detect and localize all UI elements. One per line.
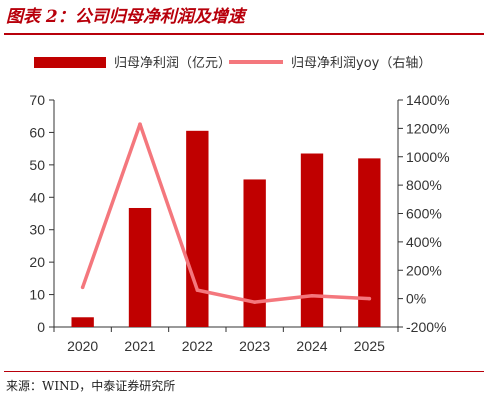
- yoy-point: [252, 300, 257, 304]
- bar: [300, 153, 324, 327]
- left-tick-label: 60: [29, 124, 45, 140]
- left-tick-label: 30: [29, 222, 45, 238]
- left-tick-label: 70: [29, 92, 45, 108]
- tick-labels: 0 10 20 30 40 50 60 70 -200% 0% 200% 400% 600% 800% 10…: [29, 92, 449, 354]
- right-tick-label: 1200%: [406, 120, 450, 136]
- bar-series: [71, 130, 381, 327]
- x-tick-label: 2020: [67, 338, 98, 354]
- footer-divider: [4, 371, 484, 372]
- x-tick-label: 2025: [354, 338, 385, 354]
- chart-title: 图表 2：公司归母净利润及增速: [6, 7, 245, 27]
- bar: [358, 158, 381, 327]
- left-tick-label: 20: [29, 254, 45, 270]
- yoy-line: [80, 122, 372, 304]
- yoy-point: [138, 122, 142, 126]
- legend: 归母净利润（亿元） 归母净利润yoy（右轴）: [34, 56, 431, 71]
- bar: [71, 317, 94, 327]
- axes: [49, 99, 403, 332]
- right-tick-label: 1400%: [406, 92, 450, 108]
- right-tick-label: 200%: [406, 262, 442, 278]
- title-divider: [4, 33, 484, 35]
- bar: [243, 179, 266, 327]
- legend-label-bar: 归母净利润（亿元）: [114, 56, 231, 71]
- yoy-point: [195, 288, 200, 292]
- source-note: 来源：WIND，中泰证券研究所: [6, 379, 176, 393]
- right-tick-label: 800%: [406, 177, 442, 193]
- left-tick-label: 0: [37, 319, 45, 335]
- x-tick-label: 2022: [182, 338, 213, 354]
- left-tick-label: 10: [29, 287, 45, 303]
- left-tick-label: 40: [29, 189, 45, 205]
- bar: [128, 207, 152, 327]
- line-series: [80, 122, 372, 304]
- yoy-point: [310, 293, 314, 298]
- combo-chart: 归母净利润（亿元） 归母净利润yoy（右轴） 0 10 20 30 40 50 60 70 -2…: [29, 56, 449, 354]
- right-tick-label: 600%: [406, 206, 442, 222]
- right-tick-label: -200%: [406, 319, 446, 335]
- x-tick-label: 2021: [124, 338, 155, 354]
- x-tick-label: 2024: [296, 338, 327, 354]
- yoy-point: [80, 285, 85, 290]
- left-tick-label: 50: [29, 157, 45, 173]
- right-tick-label: 400%: [406, 234, 442, 250]
- right-tick-label: 1000%: [406, 149, 450, 165]
- bar: [186, 130, 209, 327]
- x-tick-label: 2023: [239, 338, 270, 354]
- right-tick-label: 0%: [406, 291, 426, 307]
- legend-swatch-bar: [34, 57, 106, 68]
- yoy-point: [367, 296, 372, 301]
- legend-label-line: 归母净利润yoy（右轴）: [291, 56, 431, 71]
